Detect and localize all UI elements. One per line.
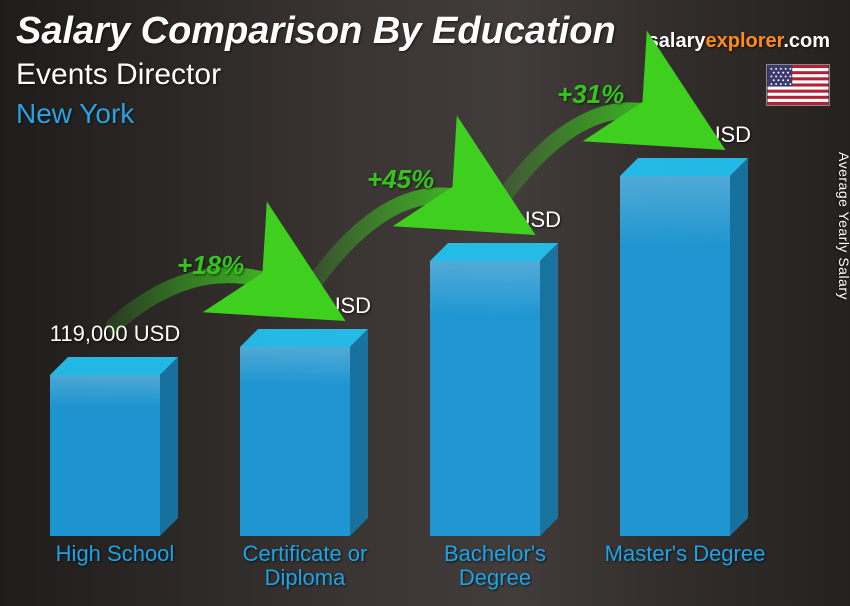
y-axis-label: Average Yearly Salary (836, 152, 850, 300)
bar-label: Master's Degree (595, 542, 775, 566)
bar: 203,000 USD Bachelor's Degree (430, 261, 560, 536)
page-title: Salary Comparison By Education (16, 10, 616, 53)
bar-value: 266,000 USD (585, 122, 785, 148)
brand-accent: explorer (705, 30, 783, 52)
increase-pct: +45% (367, 164, 434, 195)
bar-chart: 119,000 USD High School 140,000 USD Cert… (30, 140, 790, 596)
bar-value: 119,000 USD (15, 321, 215, 347)
job-title: Events Director (16, 58, 221, 92)
brand-logo: salaryexplorer.com (648, 30, 830, 53)
bar-label: Bachelor's Degree (405, 542, 585, 590)
bar: 119,000 USD High School (50, 375, 180, 536)
location: New York (16, 98, 134, 130)
bar-value: 140,000 USD (205, 293, 405, 319)
us-flag-icon (766, 64, 830, 106)
increase-pct: +31% (557, 79, 624, 110)
bar-label: Certificate or Diploma (215, 542, 395, 590)
bar-value: 203,000 USD (395, 207, 595, 233)
bar: 140,000 USD Certificate or Diploma (240, 347, 370, 536)
brand-prefix: salary (648, 30, 706, 52)
bar-label: High School (25, 542, 205, 566)
bar: 266,000 USD Master's Degree (620, 176, 750, 536)
increase-pct: +18% (177, 250, 244, 281)
brand-suffix: .com (783, 30, 830, 52)
